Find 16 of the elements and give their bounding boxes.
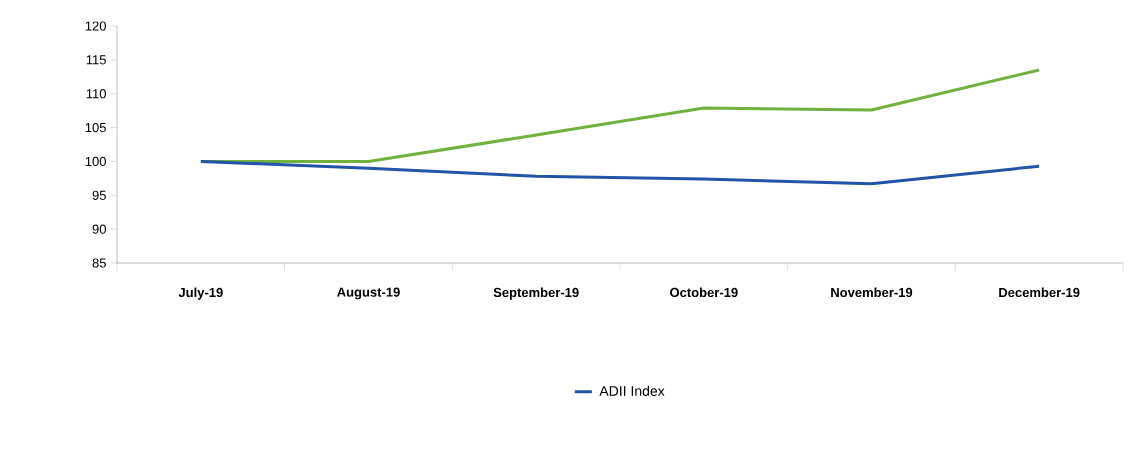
- y-tick-label: 90: [92, 224, 106, 234]
- y-tick-label: 120: [85, 21, 106, 31]
- legend-label: ADII Index: [599, 385, 665, 396]
- x-tick-label: October-19: [670, 287, 738, 298]
- y-tick-label: 105: [85, 122, 106, 133]
- y-tick-label: 115: [86, 55, 106, 65]
- y-tick-label: 110: [86, 89, 106, 99]
- x-tick-label: September-19: [493, 287, 579, 300]
- x-tick-label: August-19: [337, 287, 400, 300]
- x-tick-label: December-19: [999, 287, 1080, 298]
- y-tick-label: 100: [85, 156, 106, 167]
- x-tick-label: November-19: [831, 287, 913, 298]
- y-tick-label: 95: [92, 190, 106, 200]
- line-series: [199, 159, 1041, 186]
- y-tick-label: 85: [92, 258, 106, 268]
- x-tick-label: July-19: [178, 287, 223, 300]
